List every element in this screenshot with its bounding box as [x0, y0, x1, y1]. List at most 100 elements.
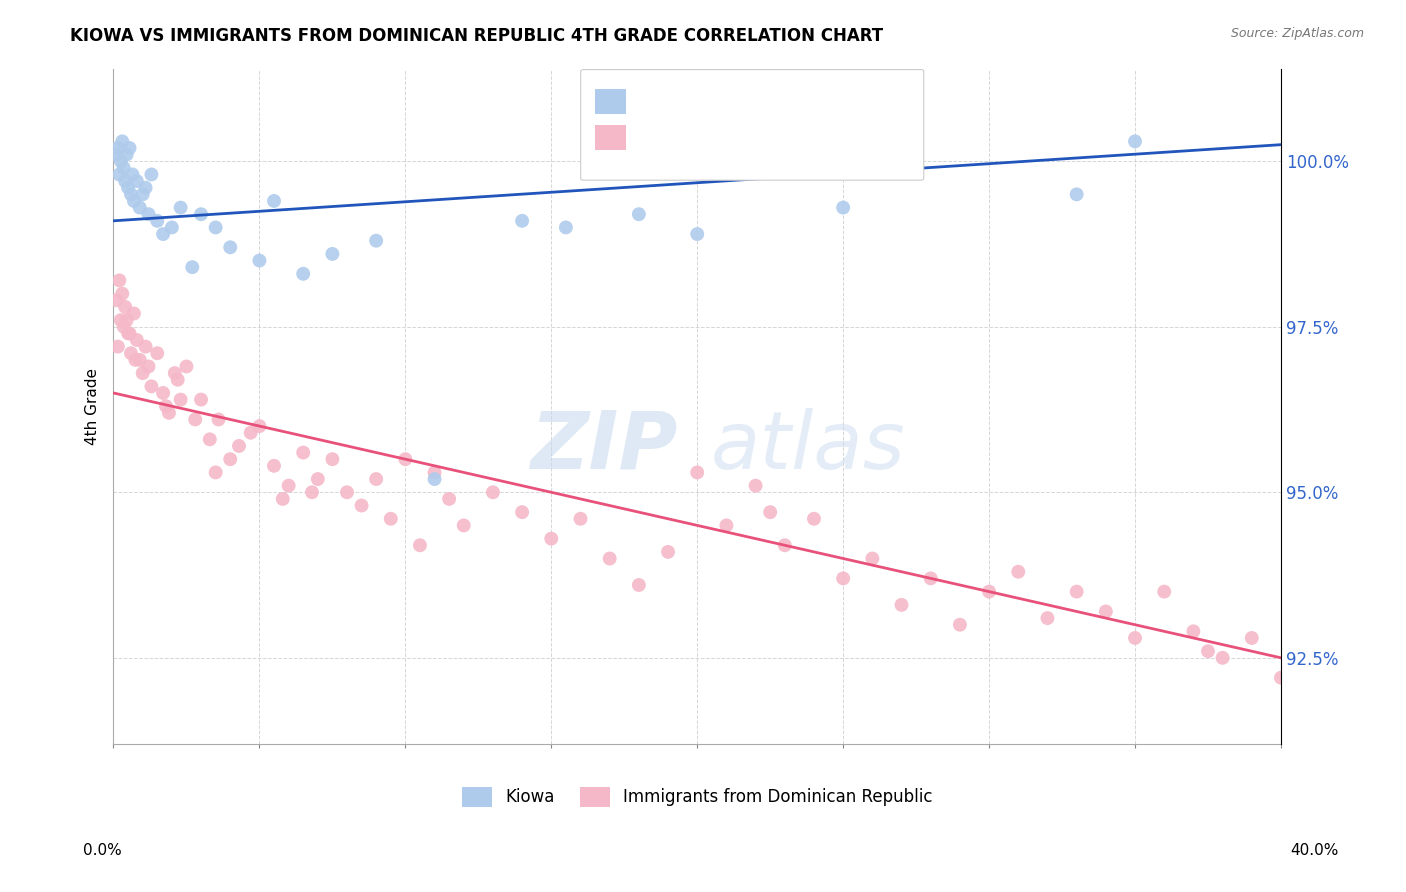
Point	[228, 439, 250, 453]
Point	[204, 466, 226, 480]
Point	[716, 518, 738, 533]
Point	[138, 359, 160, 374]
Point	[394, 452, 416, 467]
Point	[832, 201, 855, 215]
Point	[627, 578, 650, 592]
Point	[249, 419, 271, 434]
Text: KIOWA VS IMMIGRANTS FROM DOMINICAN REPUBLIC 4TH GRADE CORRELATION CHART: KIOWA VS IMMIGRANTS FROM DOMINICAN REPUB…	[70, 27, 883, 45]
Point	[111, 134, 134, 148]
Point	[977, 584, 1000, 599]
Point	[110, 313, 132, 327]
Point	[510, 505, 533, 519]
Point	[105, 147, 128, 161]
Point	[263, 194, 285, 208]
Point	[190, 207, 212, 221]
Point	[1182, 624, 1205, 639]
Point	[152, 227, 174, 241]
Point	[307, 472, 329, 486]
Point	[292, 445, 315, 459]
Point	[1240, 631, 1263, 645]
Point	[115, 313, 138, 327]
Point	[155, 399, 177, 413]
Legend: Kiowa, Immigrants from Dominican Republic: Kiowa, Immigrants from Dominican Republi…	[456, 780, 939, 814]
Point	[453, 518, 475, 533]
Point	[184, 412, 207, 426]
Point	[112, 161, 135, 175]
Point	[117, 326, 139, 341]
Point	[157, 406, 180, 420]
Point	[482, 485, 505, 500]
Point	[141, 379, 163, 393]
Point	[832, 571, 855, 585]
Point	[336, 485, 359, 500]
Point	[146, 346, 169, 360]
Point	[131, 187, 153, 202]
Text: 0.0%: 0.0%	[83, 843, 122, 858]
Point	[239, 425, 262, 440]
Point	[122, 194, 145, 208]
Point	[1036, 611, 1059, 625]
Point	[204, 220, 226, 235]
Point	[124, 352, 146, 367]
Point	[1212, 650, 1234, 665]
Point	[627, 207, 650, 221]
Text: R =: R =	[634, 128, 668, 145]
Point	[599, 551, 621, 566]
Point	[118, 141, 141, 155]
Point	[163, 366, 186, 380]
Point	[366, 234, 388, 248]
Point	[1197, 644, 1219, 658]
Point	[128, 352, 150, 367]
Text: 0.278: 0.278	[679, 91, 748, 111]
Point	[198, 433, 221, 447]
Point	[207, 412, 229, 426]
Point	[135, 180, 157, 194]
Point	[423, 466, 446, 480]
Point	[890, 598, 912, 612]
Point	[118, 326, 141, 341]
Point	[110, 154, 132, 169]
Text: N = 82: N = 82	[759, 127, 846, 146]
Point	[111, 286, 134, 301]
Point	[120, 346, 142, 360]
Point	[409, 538, 432, 552]
Point	[271, 491, 294, 506]
Text: Source: ZipAtlas.com: Source: ZipAtlas.com	[1230, 27, 1364, 40]
Point	[686, 466, 709, 480]
Point	[423, 472, 446, 486]
Point	[122, 306, 145, 320]
Point	[219, 452, 242, 467]
Point	[107, 340, 129, 354]
Point	[1066, 187, 1088, 202]
Point	[277, 478, 299, 492]
Point	[219, 240, 242, 254]
Point	[160, 220, 183, 235]
Point	[108, 168, 131, 182]
Point	[657, 545, 679, 559]
Point	[166, 373, 188, 387]
Point	[112, 319, 135, 334]
Point	[152, 386, 174, 401]
Point	[1123, 134, 1146, 148]
Point	[190, 392, 212, 407]
Point	[301, 485, 323, 500]
Point	[117, 180, 139, 194]
Point	[1095, 605, 1118, 619]
Text: R =: R =	[634, 92, 668, 110]
Point	[125, 333, 148, 347]
Point	[1270, 671, 1292, 685]
Text: atlas: atlas	[711, 408, 905, 486]
Point	[114, 300, 136, 314]
Point	[759, 505, 782, 519]
Point	[949, 617, 972, 632]
Point	[380, 512, 402, 526]
Point	[169, 392, 191, 407]
Point	[131, 366, 153, 380]
Point	[263, 458, 285, 473]
Text: N = 40: N = 40	[759, 91, 846, 111]
Point	[249, 253, 271, 268]
Point	[141, 168, 163, 182]
Point	[114, 174, 136, 188]
Point	[146, 214, 169, 228]
Point	[120, 187, 142, 202]
